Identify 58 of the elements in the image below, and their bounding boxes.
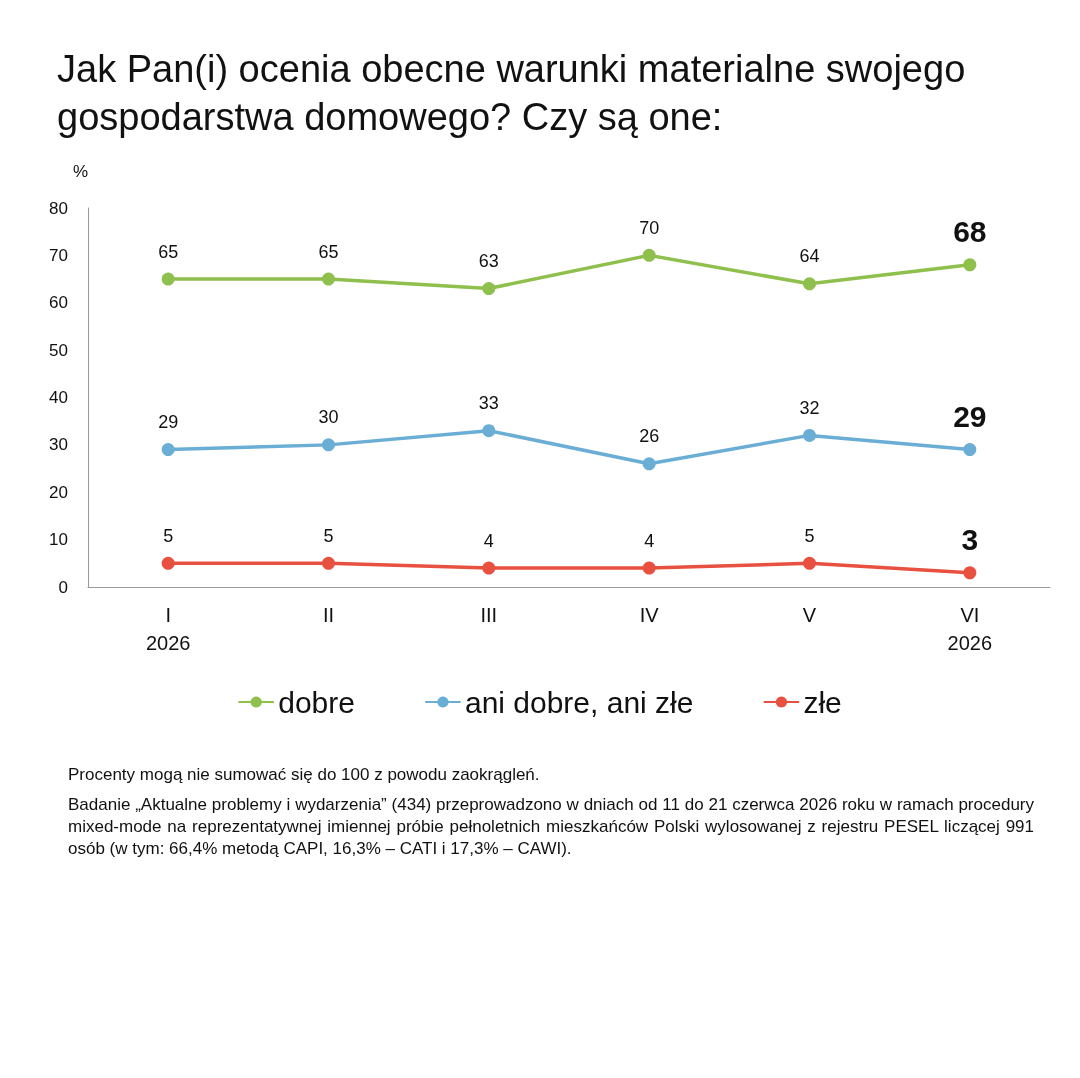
point	[963, 258, 977, 272]
y-tick-label: 60	[49, 293, 68, 313]
data-label: 29	[953, 399, 987, 433]
data-label: 5	[163, 525, 174, 546]
data-label: 3	[961, 522, 979, 556]
point	[642, 561, 656, 575]
y-tick-label: 50	[49, 340, 68, 360]
x-tick-label: I 2026	[145, 604, 191, 654]
data-label: 68	[953, 214, 987, 248]
data-label: 5	[804, 525, 815, 546]
y-tick-label: 40	[49, 388, 68, 407]
point	[161, 443, 175, 457]
point	[322, 556, 335, 570]
point	[161, 556, 175, 570]
legend-label: ani dobre, ani złe	[464, 685, 694, 719]
y-tick-label: 20	[49, 482, 68, 502]
data-label: 64	[799, 246, 820, 267]
text: Procenty mogą nie sumować się do 100 z powodu zaokrągleń.	[68, 764, 541, 786]
point	[161, 272, 175, 286]
x-tick-label: II	[322, 604, 335, 626]
point	[642, 248, 656, 262]
data-label: 4	[644, 530, 655, 551]
data-label: 65	[158, 241, 179, 262]
point	[482, 282, 496, 296]
point	[803, 277, 816, 291]
data-label: 4	[483, 530, 494, 551]
data-label: 63	[478, 251, 499, 272]
point	[963, 443, 977, 457]
y-tick-label: 10	[49, 530, 68, 550]
data-label: 32	[799, 397, 820, 418]
point	[322, 438, 335, 452]
chart-title: Jak Pan(i) ocenia obecne warunki materialne swojego gospodarstwa domowego? Czy są one:	[57, 48, 976, 138]
text: Badanie „Aktualne problemy i wydarzenia” (434) przeprowadzono w dniach od 11 do 21 czerwca 2026 roku w ramach procedury mixed-mode na reprezentatywnej imiennej próbie pełnoletnich mieszkańców Polski wylosowanej z rejestru PESEL liczącej 991 osób (w tym: 66,4% metodą CAPI, 16,3% – CATI i 17,3% – CAWI).	[68, 794, 1034, 860]
data-label: 70	[639, 217, 660, 238]
y-tick-label: 30	[49, 435, 68, 455]
data-label: 29	[158, 412, 179, 433]
data-label: 5	[323, 525, 334, 546]
point	[322, 272, 335, 286]
point	[482, 424, 496, 438]
y-tick-label: 0	[58, 577, 68, 597]
y-tick-label: 80	[49, 198, 68, 218]
x-tick-label: IV	[639, 604, 660, 626]
point	[803, 428, 816, 442]
y-tick-label: 70	[49, 245, 68, 265]
data-label: 33	[478, 393, 499, 414]
data-label: 26	[639, 426, 660, 447]
point	[642, 457, 656, 471]
point	[803, 556, 816, 570]
legend-label: złe	[803, 685, 842, 719]
point	[482, 561, 496, 575]
data-label: 65	[318, 241, 339, 262]
x-tick-label: V	[802, 604, 817, 626]
y-axis-title: %	[72, 162, 88, 181]
x-tick-label: VI 2026	[947, 604, 993, 654]
x-tick-label: III	[480, 604, 498, 626]
point	[963, 566, 977, 580]
legend-label: dobre	[278, 685, 355, 719]
data-label: 30	[318, 407, 339, 428]
